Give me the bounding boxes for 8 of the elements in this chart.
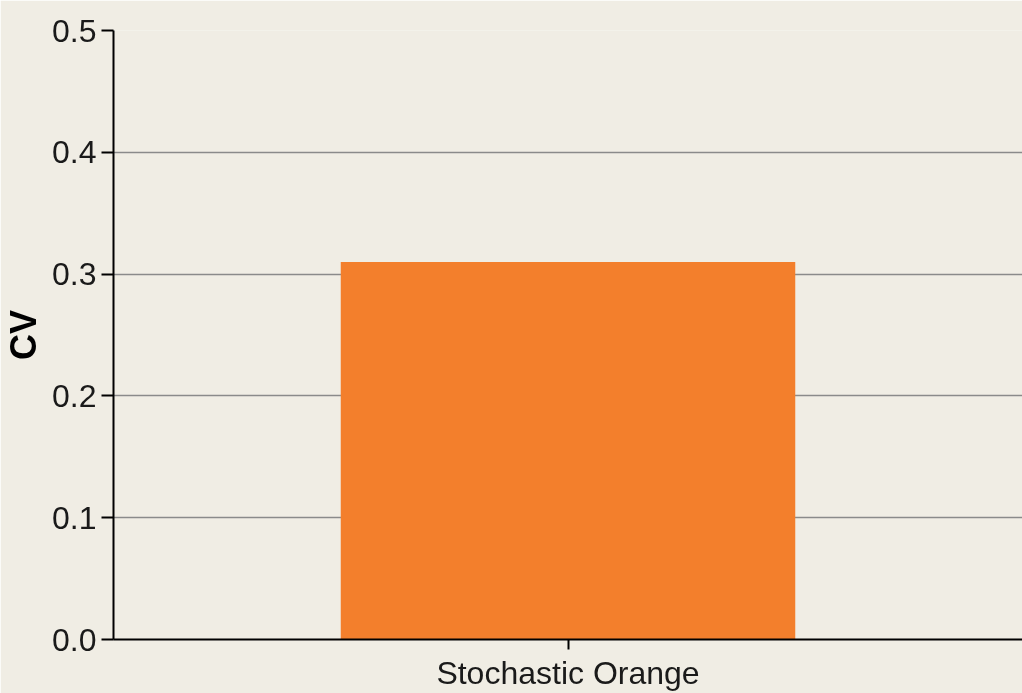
y-axis-title: CV	[3, 309, 45, 360]
y-tick-label: 0.5	[52, 12, 97, 49]
y-tick-label: 0.0	[52, 621, 97, 658]
x-tick-label: Stochastic Orange	[436, 654, 700, 691]
y-tick-label: 0.2	[52, 377, 97, 414]
y-tick-label: 0.4	[52, 134, 97, 171]
y-tick-label: 0.1	[52, 499, 97, 536]
y-tick-label: 0.3	[52, 256, 97, 293]
